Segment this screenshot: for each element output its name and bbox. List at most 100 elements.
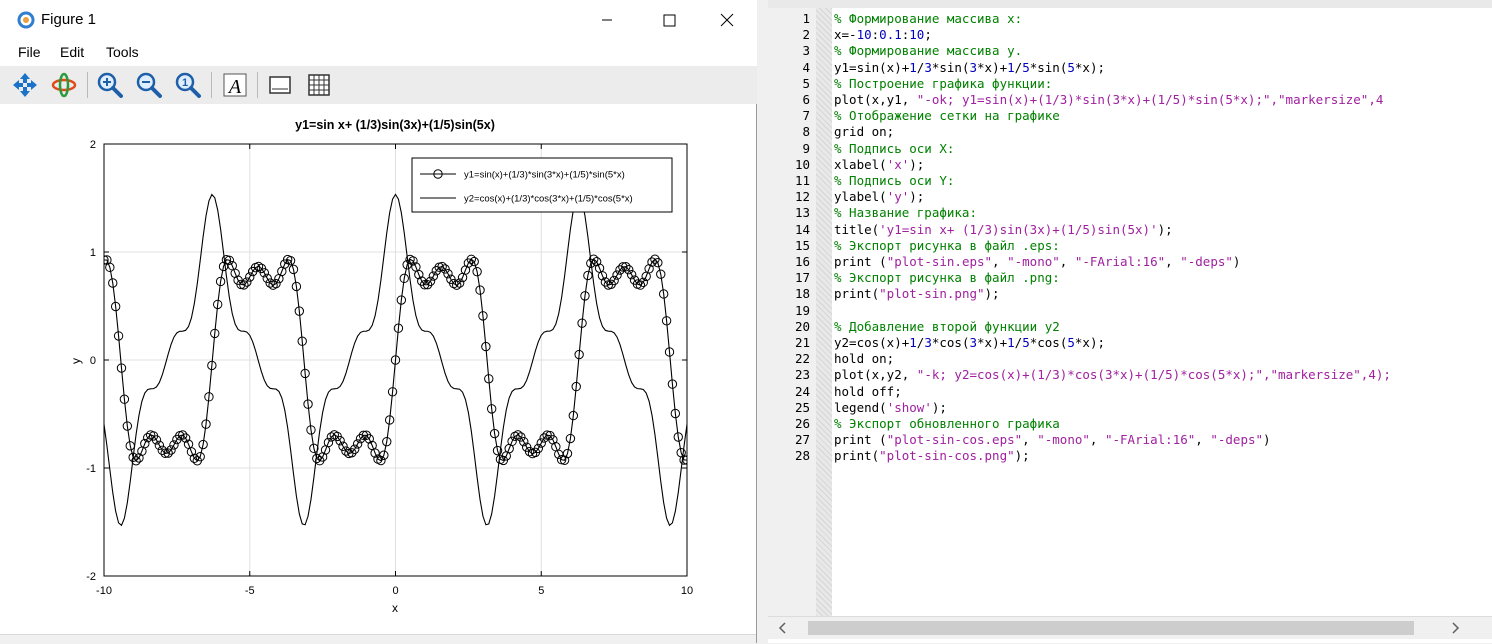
data-point xyxy=(664,347,675,357)
code-line[interactable]: plot(x,y2, "-k; y2=cos(x)+(1/3)*cos(3*x)… xyxy=(834,367,1391,383)
zoom-reset-button[interactable]: 1 xyxy=(172,69,204,101)
horizontal-scrollbar[interactable] xyxy=(768,616,1492,639)
line-number: 17 xyxy=(794,270,810,286)
zoom-in-icon xyxy=(97,72,123,98)
code-line[interactable]: title('y1=sin x+ (1/3)sin(3x)+(1/5)sin(5… xyxy=(834,221,1173,237)
code-line[interactable]: % Формирование массива y. xyxy=(834,43,1023,59)
scroll-left-icon[interactable] xyxy=(776,621,790,635)
scroll-right-icon[interactable] xyxy=(1448,621,1462,635)
code-line[interactable]: % Экспорт рисунка в файл .png: xyxy=(834,270,1060,286)
x-axis-label: x xyxy=(392,601,398,615)
code-line[interactable]: ylabel('y'); xyxy=(834,189,925,205)
data-point xyxy=(533,443,544,454)
window-title: Figure 1 xyxy=(41,11,97,28)
y-tick-label: -2 xyxy=(86,571,96,583)
chart-title: y1=sin x+ (1/3)sin(3x)+(1/5)sin(5x) xyxy=(295,118,495,132)
rotate-button[interactable] xyxy=(48,69,80,101)
data-point xyxy=(647,257,657,267)
code-line[interactable]: % Добавление второй функции y2 xyxy=(834,318,1060,334)
code-line[interactable]: hold on; xyxy=(834,351,895,367)
code-editor[interactable]: 1 2 3 4 5 6 7 8 9 10 11 12 13 14 15 16 17 18 19 20 21 22 23 24 2… xyxy=(768,0,1492,643)
code-line[interactable]: % Построение графика функции: xyxy=(834,75,1053,91)
legend-label: y1=sin(x)+(1/3)*sin(3*x)+(1/5)*sin(5*x) xyxy=(464,170,625,181)
legend-label: y2=cos(x)+(1/3)*cos(3*x)+(1/5)*cos(5*x) xyxy=(464,194,633,205)
code-line[interactable]: % Формирование массива x: xyxy=(834,11,1023,26)
minimize-button[interactable] xyxy=(584,6,630,34)
data-point xyxy=(215,276,226,287)
data-point xyxy=(186,447,197,457)
data-point xyxy=(160,448,170,458)
zoom-reset-icon: 1 xyxy=(175,72,201,98)
series-line-2 xyxy=(104,193,687,527)
plot-canvas[interactable]: -10 -5 0 5 10 -2 -1 0 1 2 y1=sin(x)+(1/3)*sin(3*x… xyxy=(0,104,756,634)
code-line[interactable]: y1=sin(x)+1/3*sin(3*x)+1/5*sin(5*x); xyxy=(834,59,1106,75)
data-point xyxy=(335,436,345,446)
line-number: 14 xyxy=(794,221,810,237)
maximize-button[interactable] xyxy=(646,6,692,34)
data-point xyxy=(338,441,348,451)
pan-button[interactable] xyxy=(9,69,41,101)
close-button[interactable] xyxy=(704,6,750,34)
line-number: 2 xyxy=(802,27,810,43)
line-number: 20 xyxy=(794,318,810,334)
data-point xyxy=(285,255,296,266)
insert-text-button[interactable]: A xyxy=(219,69,251,101)
code-line[interactable]: x=-10:0.1:10; xyxy=(834,27,932,43)
data-point xyxy=(189,453,200,464)
code-line[interactable]: xlabel('x'); xyxy=(834,156,925,172)
data-point xyxy=(653,257,663,268)
code-line[interactable]: hold off; xyxy=(834,383,902,399)
data-point xyxy=(621,262,631,272)
data-point xyxy=(524,446,535,457)
line-number: 15 xyxy=(794,237,810,253)
code-area[interactable]: % Формирование массива x: x=-10:0.1:10;% … xyxy=(834,8,1492,616)
data-point xyxy=(635,280,646,290)
data-point xyxy=(419,280,430,290)
data-point xyxy=(574,349,584,360)
code-line[interactable]: print ("plot-sin.eps", "-mono", "-FArial… xyxy=(834,254,1241,269)
data-point xyxy=(169,440,179,450)
code-line[interactable]: plot(x,y1, "-ok; y1=sin(x)+(1/3)*sin(3*x… xyxy=(834,92,1384,107)
code-line[interactable]: print("plot-sin.png"); xyxy=(834,286,1000,302)
data-point xyxy=(300,368,310,379)
y-tick-label: 2 xyxy=(90,139,96,151)
data-point xyxy=(519,436,529,447)
window-gap xyxy=(757,0,768,643)
line-number: 5 xyxy=(802,75,810,91)
data-point xyxy=(396,295,407,305)
code-line[interactable]: % Название графика: xyxy=(834,205,977,221)
zoom-in-button[interactable] xyxy=(94,69,126,101)
menu-edit[interactable]: Edit xyxy=(60,44,85,60)
data-point xyxy=(612,270,622,280)
code-line[interactable]: print("plot-sin-cos.png"); xyxy=(834,448,1030,464)
scrollbar-thumb[interactable] xyxy=(808,621,1414,635)
data-point xyxy=(163,448,173,458)
code-line[interactable]: print ("plot-sin-cos.eps", "-mono", "-FA… xyxy=(834,432,1271,448)
zoom-out-button[interactable] xyxy=(133,69,165,101)
data-point xyxy=(414,269,424,280)
menu-file[interactable]: File xyxy=(18,44,41,60)
code-line[interactable]: grid on; xyxy=(834,124,895,140)
code-line[interactable]: % Отображение сетки на графике xyxy=(834,108,1060,124)
data-point xyxy=(384,415,395,425)
data-point xyxy=(422,279,433,290)
code-line[interactable]: y2=cos(x)+1/3*cos(3*x)+1/5*cos(5*x); xyxy=(834,335,1106,350)
code-line[interactable]: % Подпись оси X: xyxy=(834,140,955,156)
code-line[interactable]: % Экспорт обновленного графика xyxy=(834,416,1060,431)
line-number: 4 xyxy=(802,59,810,75)
series-layer xyxy=(104,193,687,527)
axes-toggle-button[interactable] xyxy=(264,69,296,101)
legend: y1=sin(x)+(1/3)*sin(3*x)+(1/5)*sin(5*x) y… xyxy=(411,157,673,213)
code-line[interactable]: legend('show'); xyxy=(834,399,947,415)
data-point xyxy=(376,455,386,466)
data-point xyxy=(609,275,619,286)
data-point xyxy=(489,428,500,439)
code-line[interactable]: % Экспорт рисунка в файл .eps: xyxy=(834,237,1060,253)
data-point xyxy=(583,270,593,281)
grid-toggle-button[interactable] xyxy=(303,69,335,101)
code-line[interactable]: % Подпись оси Y: xyxy=(834,173,955,188)
menu-tools[interactable]: Tools xyxy=(106,44,139,60)
data-point xyxy=(478,311,488,321)
data-point xyxy=(475,285,485,295)
